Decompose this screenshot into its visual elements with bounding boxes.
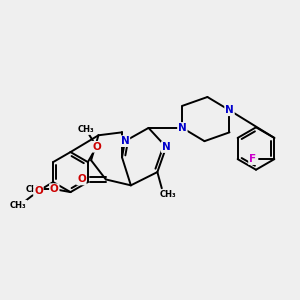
Text: O: O	[92, 142, 101, 152]
Text: F: F	[249, 154, 256, 164]
Text: CH₃: CH₃	[10, 201, 27, 210]
Text: O: O	[34, 186, 43, 196]
Text: N: N	[162, 142, 171, 152]
Text: N: N	[178, 123, 187, 133]
Text: O: O	[77, 174, 86, 184]
Text: N: N	[121, 136, 129, 146]
Text: CH₃: CH₃	[159, 190, 176, 199]
Text: CH₃: CH₃	[78, 125, 95, 134]
Text: CH₃: CH₃	[26, 185, 42, 194]
Text: N: N	[225, 105, 234, 115]
Text: O: O	[50, 184, 59, 194]
